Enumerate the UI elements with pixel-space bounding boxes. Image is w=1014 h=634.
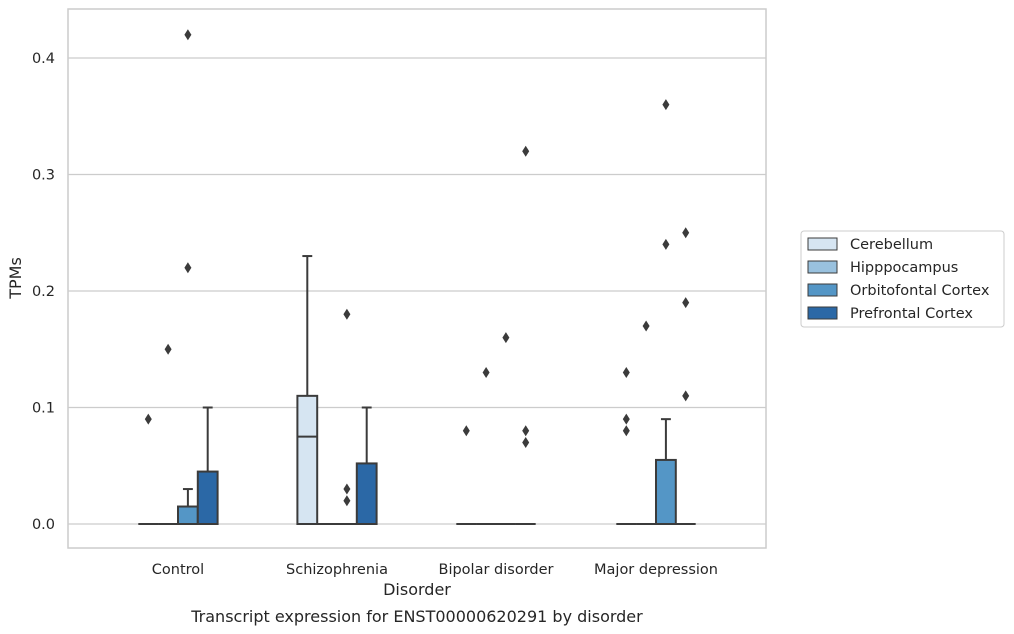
outlier-point bbox=[184, 262, 192, 274]
legend-swatch bbox=[807, 260, 838, 274]
x-tick-label: Major depression bbox=[594, 562, 718, 578]
box-cerebellum bbox=[456, 425, 477, 525]
box-orbitofontal-cortex bbox=[337, 308, 357, 525]
legend-label: Prefrontal Cortex bbox=[850, 306, 973, 322]
outlier-point bbox=[522, 145, 530, 157]
y-tick-label: 0.4 bbox=[32, 51, 55, 67]
chart-caption: Transcript expression for ENST0000062029… bbox=[190, 607, 643, 626]
box-hipppocampus bbox=[476, 367, 496, 525]
outlier-point bbox=[682, 227, 690, 239]
box-prefrontal-cortex bbox=[515, 145, 536, 525]
box-prefrontal-cortex bbox=[196, 406, 219, 526]
box-cerebellum bbox=[138, 413, 159, 525]
legend-swatch bbox=[807, 306, 838, 320]
legend-swatch bbox=[807, 283, 838, 297]
outlier-point bbox=[522, 425, 530, 437]
y-tick-label: 0.2 bbox=[32, 284, 55, 300]
y-axis-label: TPMs bbox=[6, 257, 25, 300]
box-body bbox=[177, 505, 199, 525]
plot-area-frame bbox=[67, 8, 767, 549]
x-axis-ticks: Control Schizophrenia Bipolar disorder Majo… bbox=[152, 562, 718, 578]
y-tick-label: 0.1 bbox=[32, 401, 55, 417]
outlier-point bbox=[622, 425, 630, 437]
boxes-layer bbox=[138, 29, 696, 526]
x-tick-label: Bipolar disorder bbox=[439, 562, 554, 578]
outlier-point bbox=[343, 308, 351, 320]
y-tick-label: 0.0 bbox=[32, 517, 55, 533]
outlier-point bbox=[144, 413, 152, 425]
legend-label: Hipppocampus bbox=[850, 260, 958, 276]
outlier-point bbox=[343, 483, 351, 495]
gridlines bbox=[68, 57, 766, 525]
outlier-point bbox=[522, 436, 530, 448]
outlier-point bbox=[642, 320, 650, 332]
box-prefrontal-cortex bbox=[675, 227, 696, 525]
y-tick-label: 0.3 bbox=[32, 168, 55, 184]
box-cerebellum bbox=[296, 255, 319, 525]
outlier-point bbox=[462, 425, 470, 437]
box-hipppocampus bbox=[158, 343, 178, 525]
box-cerebellum bbox=[616, 367, 637, 525]
box-hipppocampus bbox=[636, 320, 656, 525]
box-orbitofontal-cortex bbox=[177, 29, 199, 525]
x-tick-label: Schizophrenia bbox=[286, 562, 388, 578]
box-body bbox=[196, 470, 219, 526]
legend-swatch bbox=[807, 237, 838, 251]
box-orbitofontal-cortex bbox=[496, 332, 516, 525]
outlier-point bbox=[164, 343, 172, 355]
x-tick-label: Control bbox=[152, 562, 204, 578]
box-prefrontal-cortex bbox=[355, 406, 378, 526]
outlier-point bbox=[622, 367, 630, 379]
box-body bbox=[296, 394, 319, 525]
box-orbitofontal-cortex bbox=[655, 99, 677, 525]
outlier-point bbox=[482, 367, 490, 379]
legend-frame bbox=[800, 230, 1005, 328]
legend: Cerebellum Hipppocampus Orbitofontal Corte… bbox=[800, 230, 1005, 328]
outlier-point bbox=[622, 413, 630, 425]
outlier-point bbox=[502, 332, 510, 344]
box-body bbox=[655, 458, 677, 525]
legend-label: Cerebellum bbox=[850, 237, 933, 253]
x-axis-label: Disorder bbox=[383, 580, 451, 599]
outlier-point bbox=[184, 29, 192, 41]
y-axis-ticks: 0.0 0.1 0.2 0.3 0.4 bbox=[32, 51, 55, 533]
box-body bbox=[355, 462, 378, 526]
legend-label: Orbitofontal Cortex bbox=[850, 283, 990, 299]
outlier-point bbox=[682, 297, 690, 309]
outlier-point bbox=[662, 238, 670, 250]
outlier-point bbox=[682, 390, 690, 402]
outlier-point bbox=[343, 495, 351, 507]
outlier-point bbox=[662, 99, 670, 111]
